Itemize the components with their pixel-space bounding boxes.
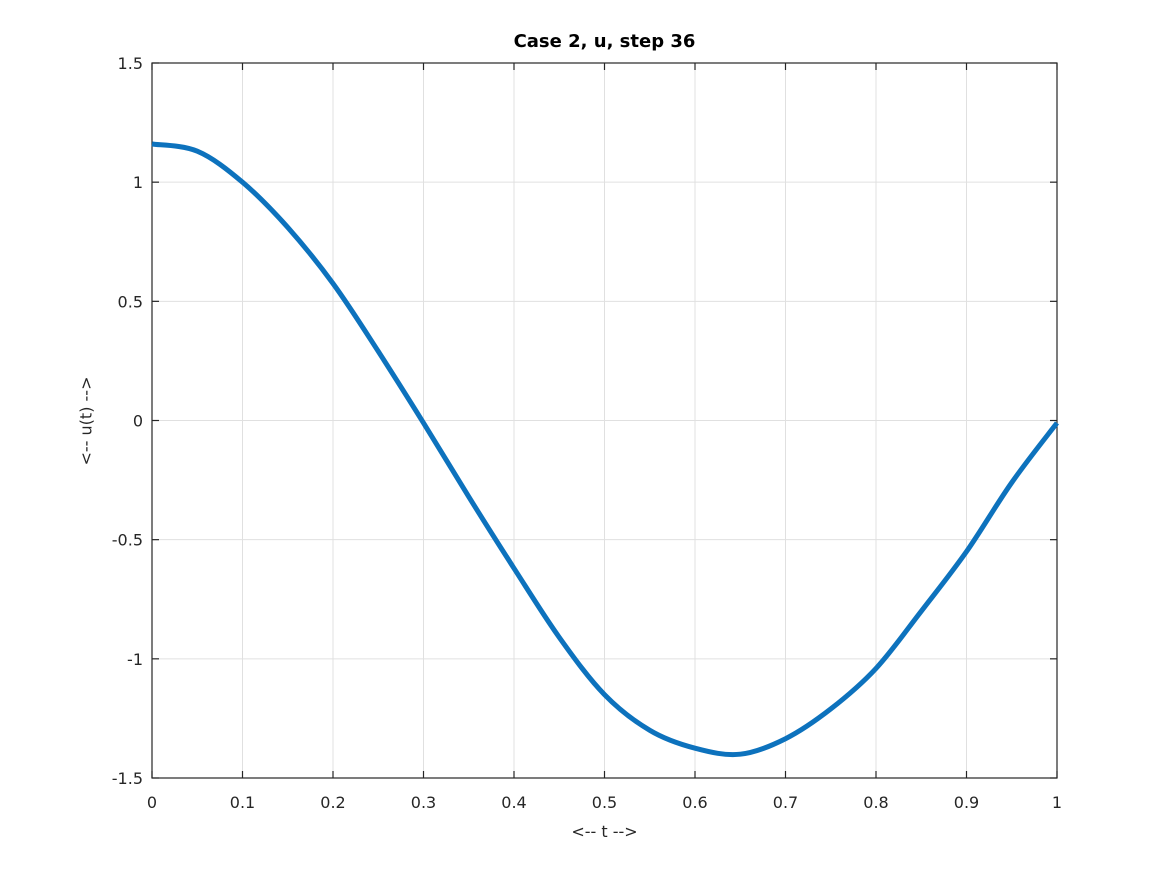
y-tick-label: -0.5 <box>112 531 143 550</box>
y-tick-label: -1 <box>127 650 143 669</box>
x-tick-label: 0.1 <box>230 793 255 812</box>
x-tick-label: 0.4 <box>501 793 526 812</box>
data-line-u <box>151 141 1059 758</box>
y-tick-label: 0.5 <box>118 292 143 311</box>
x-tick-label: 0.5 <box>592 793 617 812</box>
x-tick-label: 0.2 <box>320 793 345 812</box>
x-tick-label: 0.6 <box>682 793 707 812</box>
y-tick-label: 1.5 <box>118 54 143 73</box>
y-tick-label: -1.5 <box>112 769 143 788</box>
x-tick-label: 0.8 <box>863 793 888 812</box>
y-tick-label: 0 <box>133 412 143 431</box>
x-tick-label: 0.7 <box>773 793 798 812</box>
x-tick-label: 0.3 <box>411 793 436 812</box>
x-tick-label: 0 <box>147 793 157 812</box>
x-tick-label: 1 <box>1052 793 1062 812</box>
x-axis-label: <-- t --> <box>571 822 638 841</box>
plot-title: Case 2, u, step 36 <box>513 31 696 52</box>
x-tick-label: 0.9 <box>954 793 979 812</box>
y-tick-label: 1 <box>133 173 143 192</box>
